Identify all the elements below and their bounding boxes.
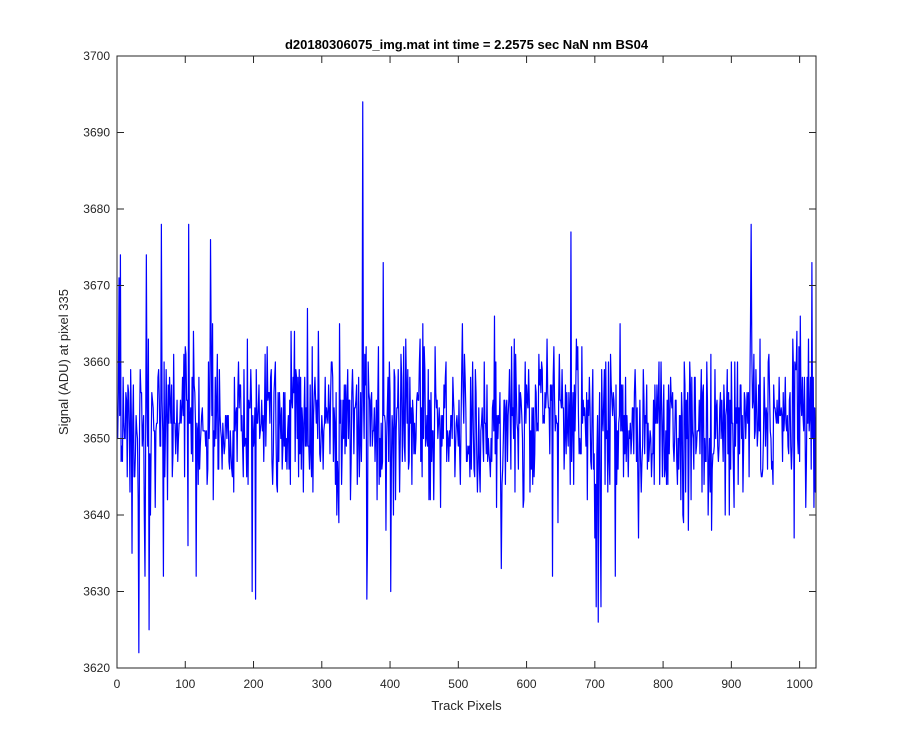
y-tick-label: 3620 <box>83 661 110 675</box>
y-tick-label: 3690 <box>83 126 110 140</box>
x-tick-label: 600 <box>517 677 537 691</box>
y-tick-label: 3680 <box>83 202 110 216</box>
plot-area <box>117 56 816 668</box>
ticks-layer: 0 100 200 300 400 500 600 700 800 900 1000 3620 3630… <box>83 49 816 691</box>
x-tick-label: 400 <box>380 677 400 691</box>
x-tick-label: 500 <box>448 677 468 691</box>
x-tick-label: 300 <box>312 677 332 691</box>
x-axis-title: Track Pixels <box>431 698 502 713</box>
series-layer <box>117 101 816 654</box>
y-tick-label: 3700 <box>83 49 110 63</box>
x-tick-label: 800 <box>653 677 673 691</box>
chart-title: d20180306075_img.mat int time = 2.2575 s… <box>285 37 649 52</box>
y-tick-label: 3630 <box>83 585 110 599</box>
x-tick-label: 700 <box>585 677 605 691</box>
y-tick-label: 3670 <box>83 279 110 293</box>
series-line <box>117 101 816 654</box>
y-axis-title: Signal (ADU) at pixel 335 <box>56 289 71 435</box>
x-tick-label: 0 <box>114 677 121 691</box>
y-tick-label: 3660 <box>83 355 110 369</box>
x-tick-label: 200 <box>244 677 264 691</box>
y-tick-label: 3650 <box>83 432 110 446</box>
x-tick-label: 100 <box>175 677 195 691</box>
y-tick-label: 3640 <box>83 508 110 522</box>
x-tick-label: 900 <box>721 677 741 691</box>
x-tick-label: 1000 <box>786 677 813 691</box>
